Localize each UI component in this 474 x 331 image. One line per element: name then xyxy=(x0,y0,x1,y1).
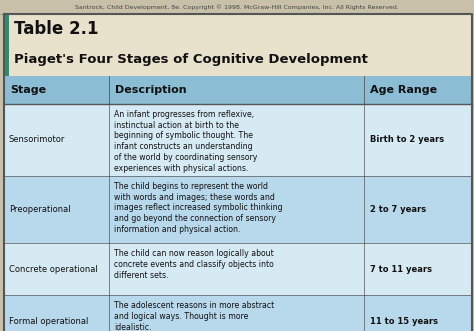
Text: Stage: Stage xyxy=(10,85,46,95)
Text: Piaget's Four Stages of Cognitive Development: Piaget's Four Stages of Cognitive Develo… xyxy=(14,54,368,67)
Text: 7 to 11 years: 7 to 11 years xyxy=(370,264,432,273)
Text: 11 to 15 years: 11 to 15 years xyxy=(370,316,438,325)
Bar xyxy=(4,104,472,176)
Text: Santrock, Child Development, 8e. Copyright © 1998. McGraw-Hill Companies, Inc. A: Santrock, Child Development, 8e. Copyrig… xyxy=(75,4,399,10)
Text: Formal operational: Formal operational xyxy=(9,316,88,325)
Text: An infant progresses from reflexive,
instinctual action at birth to the
beginnin: An infant progresses from reflexive, ins… xyxy=(114,110,258,173)
Text: Age Range: Age Range xyxy=(370,85,438,95)
Text: Concrete operational: Concrete operational xyxy=(9,264,98,273)
Bar xyxy=(4,44,9,76)
Text: Birth to 2 years: Birth to 2 years xyxy=(370,135,445,145)
Bar xyxy=(4,295,472,331)
Text: Table 2.1: Table 2.1 xyxy=(14,20,99,38)
Text: Description: Description xyxy=(115,85,187,95)
Text: Preoperational: Preoperational xyxy=(9,205,71,214)
Bar xyxy=(4,14,9,44)
Bar xyxy=(4,176,472,243)
Text: The child begins to represent the world
with words and images; these words and
i: The child begins to represent the world … xyxy=(114,182,283,234)
Bar xyxy=(4,14,472,44)
Bar xyxy=(4,76,472,104)
Text: The child can now reason logically about
concrete events and classify objects in: The child can now reason logically about… xyxy=(114,249,274,279)
Text: 2 to 7 years: 2 to 7 years xyxy=(370,205,427,214)
Bar xyxy=(4,44,472,76)
Bar xyxy=(4,243,472,295)
Text: The adolescent reasons in more abstract
and logical ways. Thought is more
ideali: The adolescent reasons in more abstract … xyxy=(114,301,274,331)
Text: Sensorimotor: Sensorimotor xyxy=(9,135,65,145)
